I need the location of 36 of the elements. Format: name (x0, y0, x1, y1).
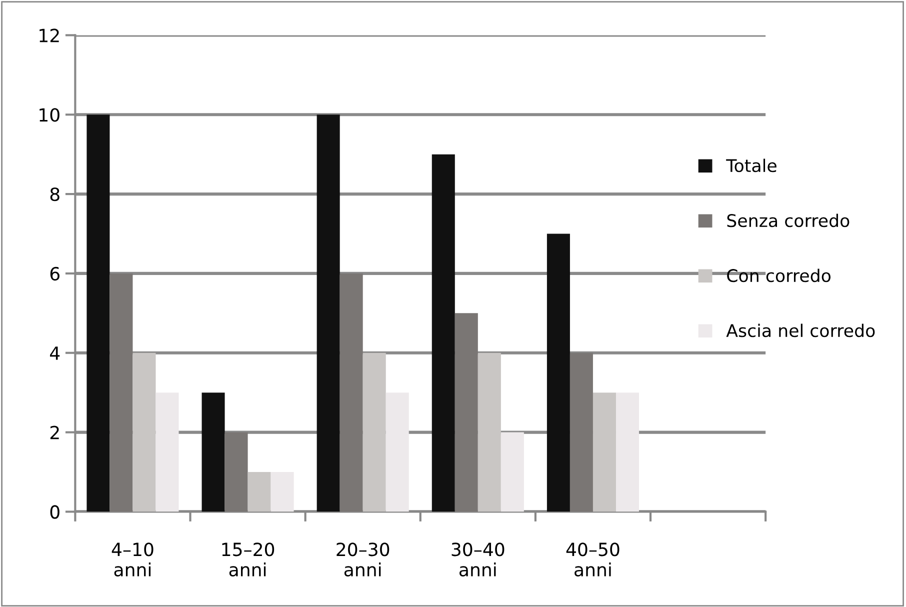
y-tick-label: 10 (40, 108, 60, 122)
y-tick-label: 0 (50, 505, 60, 519)
bar (592, 392, 616, 512)
x-tick-label: 4–10 anni (112, 542, 154, 576)
bar (616, 392, 639, 512)
bar (156, 392, 179, 512)
bar (454, 313, 478, 512)
y-tick-label: 2 (50, 426, 59, 440)
bar (340, 273, 363, 512)
y-tick-label: 6 (50, 266, 60, 281)
legend-label: Ascia nel corredo (726, 324, 875, 338)
bar (546, 234, 570, 512)
bar (478, 352, 501, 512)
x-tick-label: 30–40 anni (452, 542, 504, 576)
bar (500, 432, 524, 512)
x-tick-label: 20–30 anni (336, 542, 390, 576)
y-tick-label: 4 (50, 346, 60, 360)
bar (316, 114, 340, 512)
bar (86, 114, 110, 512)
x-tick-label: 40–50 anni (566, 542, 620, 576)
bar (224, 432, 248, 512)
y-tick-label: 12 (40, 28, 59, 42)
bar (132, 352, 156, 512)
legend-label: Con corredo (727, 268, 831, 282)
x-tick-label: 15–20 anni (222, 542, 274, 576)
bar (110, 273, 133, 512)
legend-label: Totale (726, 158, 776, 172)
bar (270, 472, 294, 512)
bar (362, 352, 386, 512)
bar (248, 472, 271, 512)
bar (202, 392, 225, 512)
bar (432, 154, 455, 512)
legend-label: Senza corredo (727, 214, 850, 228)
bar (386, 392, 409, 512)
y-tick-label: 8 (50, 187, 60, 202)
bar (570, 352, 593, 512)
